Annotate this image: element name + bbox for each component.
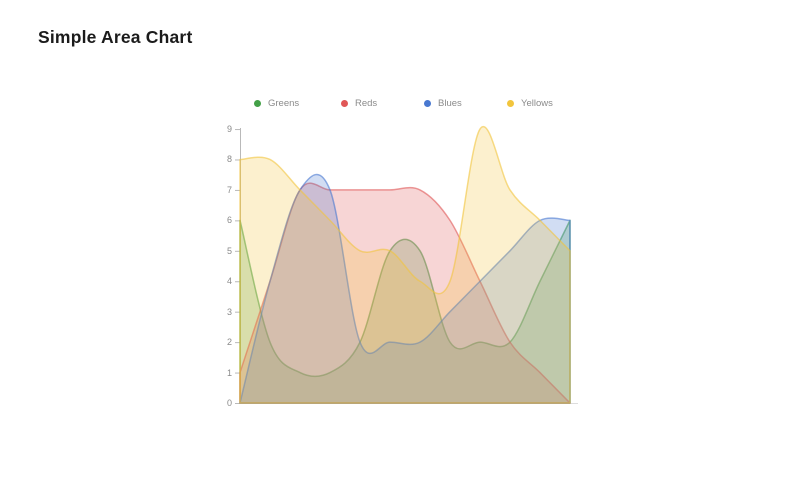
area-series-yellows	[239, 125, 571, 404]
y-tick-label: 6	[226, 215, 232, 226]
y-tick-label: 1	[226, 367, 232, 378]
legend-item-greens[interactable]: Greens	[254, 98, 299, 109]
legend-label: Yellows	[521, 98, 553, 109]
legend-marker-icon	[341, 100, 348, 107]
y-tick-label: 7	[226, 184, 232, 195]
chart-legend: Greens Reds Blues Yellows	[0, 98, 800, 112]
legend-label: Greens	[268, 98, 300, 109]
area-series-greens	[239, 219, 571, 404]
legend-marker-icon	[507, 100, 514, 107]
y-tick-label: 8	[226, 154, 232, 165]
legend-item-yellows[interactable]: Yellows	[507, 98, 553, 109]
legend-item-reds[interactable]: Reds	[341, 98, 377, 109]
legend-label: Reds	[355, 98, 378, 109]
y-tick-label: 9	[226, 124, 232, 135]
page-title: Simple Area Chart	[38, 27, 193, 47]
y-tick-label: 4	[226, 276, 232, 287]
y-tick-label: 0	[226, 398, 232, 408]
legend-label: Blues	[438, 98, 462, 109]
area-series-blues	[239, 173, 571, 404]
legend-marker-icon	[254, 100, 261, 107]
legend-marker-icon	[424, 100, 431, 107]
y-tick-label: 2	[226, 337, 232, 348]
legend-item-blues[interactable]: Blues	[424, 98, 462, 109]
y-tick-label: 3	[226, 306, 232, 317]
y-tick-label: 5	[226, 245, 232, 256]
